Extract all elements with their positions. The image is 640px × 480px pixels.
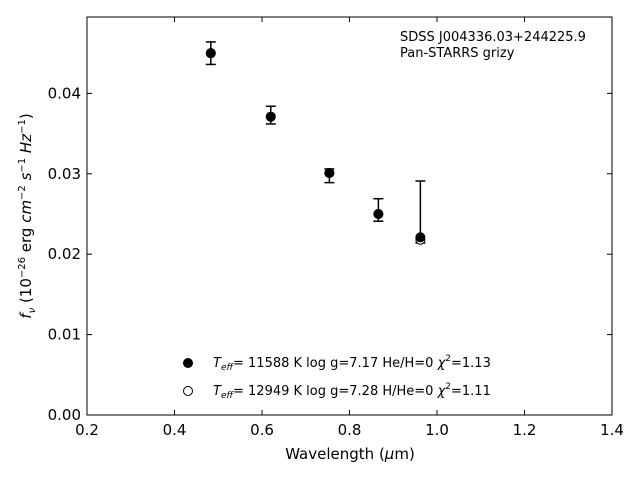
x-tick-label: 0.6 (250, 421, 274, 439)
y-tick-label: 0.00 (48, 406, 81, 424)
x-tick-label: 0.2 (75, 421, 99, 439)
data-point-filled (324, 167, 335, 178)
legend-entry-2: Teff= 12949 K log g=7.28 H/He=0 χ2=1.11 (213, 382, 491, 401)
legend: Teff= 11588 K log g=7.17 He/H=0 χ2=1.13 … (183, 354, 491, 401)
x-tick-label: 0.8 (338, 421, 362, 439)
y-tick-label: 0.01 (48, 326, 81, 344)
y-axis-label: fν (10−26 erg cm−2 s−1 Hz−1) (17, 113, 38, 318)
x-tick-label: 1.4 (600, 421, 624, 439)
x-tick-label: 1.0 (425, 421, 449, 439)
svg-text:fν (10−26 erg cm−2 s−1 Hz−1): fν (10−26 erg cm−2 s−1 Hz−1) (17, 113, 38, 318)
data-point-filled (373, 208, 384, 219)
y-tick-label: 0.04 (48, 84, 81, 102)
annotation-survey: Pan-STARRS grizy (400, 46, 515, 61)
legend-entry-1: Teff= 11588 K log g=7.17 He/H=0 χ2=1.13 (213, 354, 491, 373)
x-tick-label: 1.2 (513, 421, 537, 439)
legend-marker-filled (183, 358, 193, 368)
y-tick-label: 0.02 (48, 245, 81, 263)
data-point-filled (205, 48, 216, 59)
data-point-filled (265, 111, 276, 122)
ticks-layer: 0.2 0.4 0.6 0.8 1.0 1.2 1.4 0.00 0.01 0.02 0.03 0.0… (48, 17, 624, 439)
data-point-filled (415, 232, 426, 243)
legend-marker-open (183, 386, 193, 396)
annotation-object-name: SDSS J004336.03+244225.9 (400, 30, 586, 45)
x-axis-label: Wavelength (μm) (285, 445, 415, 463)
plot-layer (205, 41, 426, 245)
y-tick-label: 0.03 (48, 165, 81, 183)
x-tick-label: 0.4 (163, 421, 187, 439)
